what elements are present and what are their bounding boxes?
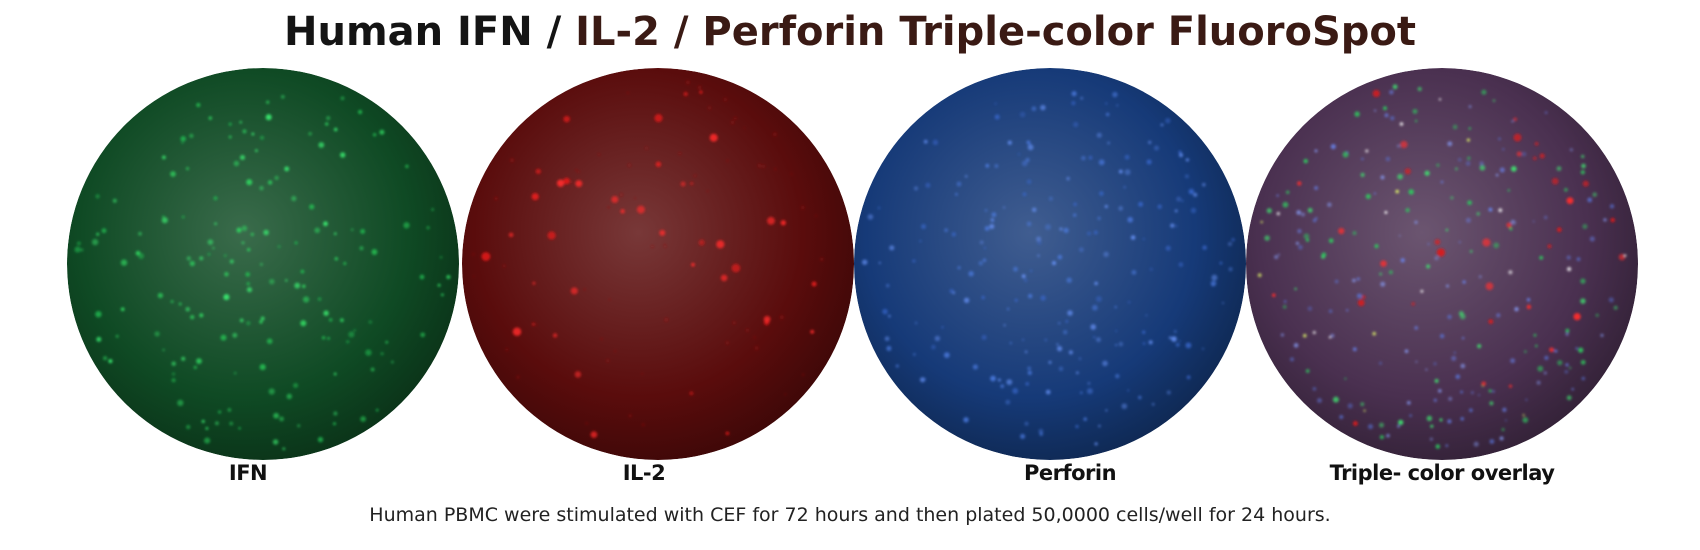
- perforin-label: Perforin: [1023, 461, 1117, 485]
- figure-caption: Human PBMC were stimulated with CEF for …: [369, 504, 1331, 526]
- figure-title: Human IFN / IL-2 / Perforin Triple-color…: [0, 4, 1700, 60]
- fluorescent-spots: [74, 94, 451, 451]
- perforin-well-image: [854, 68, 1246, 460]
- fluorescent-spots: [471, 80, 824, 438]
- il2-label: IL-2: [622, 461, 666, 485]
- il2-well-image: [462, 68, 854, 460]
- well-image-canvas: [67, 68, 459, 460]
- fluorescent-spots: [1257, 84, 1627, 449]
- ifn-label: IFN: [228, 461, 268, 485]
- overlay-well-image: [1246, 68, 1638, 460]
- figure-title-part1: Human IFN /: [283, 9, 576, 55]
- well-image-canvas: [462, 68, 854, 460]
- well-image-canvas: [1246, 68, 1638, 460]
- ifn-well-image: [67, 68, 459, 460]
- well-image-canvas: [854, 68, 1246, 460]
- fluorescent-spots: [861, 91, 1235, 446]
- figure-title-part2: IL-2 / Perforin Triple-color FluoroSpot: [575, 9, 1416, 55]
- plate-row: [0, 68, 1700, 468]
- overlay-label: Triple- color overlay: [1329, 461, 1555, 485]
